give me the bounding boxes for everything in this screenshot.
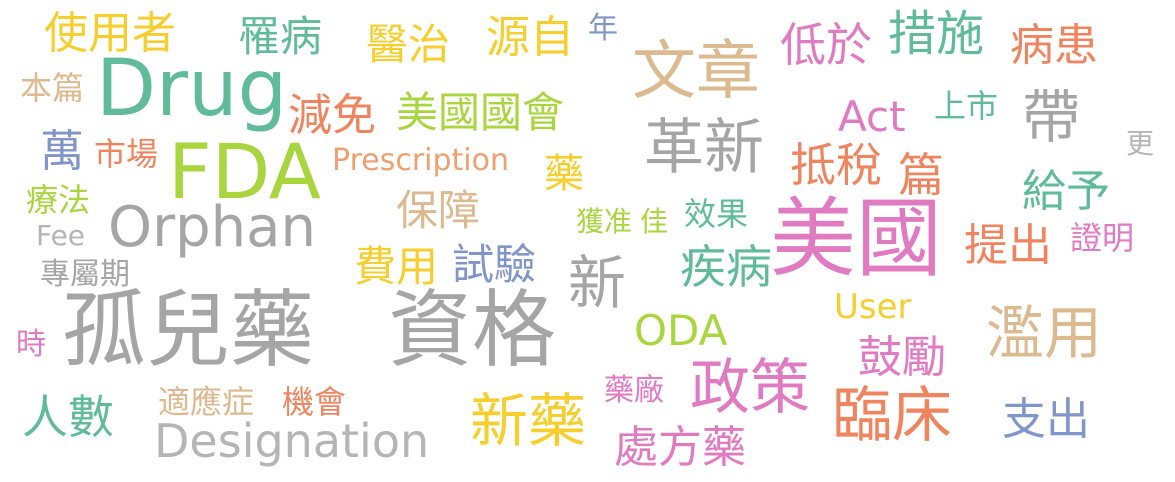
word-oda: ODA bbox=[634, 306, 728, 355]
word-yao-chang: 藥廠 bbox=[604, 373, 664, 408]
word-bao-zhang: 保障 bbox=[396, 186, 481, 235]
word-drug: Drug bbox=[96, 44, 288, 134]
word-wen-zhang: 文章 bbox=[632, 35, 760, 109]
word-lan-yong: 濫用 bbox=[986, 299, 1103, 367]
word-chu-fang-yao: 處方藥 bbox=[614, 422, 746, 473]
word-act: Act bbox=[838, 92, 906, 141]
word-geng: 更 bbox=[1126, 127, 1155, 160]
word-jian-mian: 減免 bbox=[288, 90, 376, 141]
word-wan: 萬 bbox=[40, 126, 84, 177]
word-mei-guo-guo-hui: 美國國會 bbox=[396, 88, 565, 137]
word-lin-chuang: 臨床 bbox=[832, 381, 952, 451]
word-fda: FDA bbox=[168, 127, 321, 216]
word-gu-er-yao: 孤兒藥 bbox=[62, 281, 315, 379]
word-zheng-ming: 證明 bbox=[1070, 219, 1135, 257]
word-zhi-chu: 支出 bbox=[1002, 394, 1090, 445]
word-designation: Designation bbox=[154, 414, 430, 468]
word-pian: 篇 bbox=[898, 148, 944, 202]
word-ren-shu: 人數 bbox=[22, 390, 114, 444]
word-bing-huan: 病患 bbox=[1010, 20, 1098, 71]
word-shi-chang: 市場 bbox=[94, 135, 159, 173]
word-di-yu: 低於 bbox=[780, 18, 872, 72]
word-shi-yan: 試驗 bbox=[452, 240, 537, 289]
word-jia: 佳 bbox=[640, 205, 669, 238]
word-nian: 年 bbox=[588, 11, 618, 46]
word-xin-yao: 新藥 bbox=[470, 387, 587, 455]
word-ben-pian: 本篇 bbox=[20, 69, 85, 107]
word-li-bing: 罹病 bbox=[238, 12, 323, 61]
word-mei-guo: 美國 bbox=[770, 189, 942, 289]
word-prescription: Prescription bbox=[332, 143, 509, 178]
word-ge-xin: 革新 bbox=[644, 113, 764, 183]
word-user: User bbox=[834, 287, 912, 327]
word-zhuan-shu-qi: 專屬期 bbox=[40, 257, 130, 292]
word-ji-bing: 疾病 bbox=[680, 240, 772, 294]
word-fei-yong: 費用 bbox=[354, 242, 439, 291]
word-shi-yong-zhe: 使用者 bbox=[44, 8, 176, 59]
word-shi: 時 bbox=[16, 327, 46, 362]
word-di-shui: 抵稅 bbox=[790, 138, 882, 192]
word-xin: 新 bbox=[568, 249, 627, 317]
word-fee: Fee bbox=[36, 219, 86, 252]
word-gei-yu: 給予 bbox=[1022, 166, 1110, 217]
word-huo-zhun: 獲准 bbox=[576, 205, 633, 238]
word-yi-zhi: 醫治 bbox=[366, 20, 451, 69]
word-cuo-shi: 措施 bbox=[888, 6, 985, 62]
word-dai: 帶 bbox=[1022, 83, 1081, 151]
word-ji-hui: 機會 bbox=[282, 383, 347, 421]
word-zheng-ce: 政策 bbox=[690, 353, 810, 423]
word-xiao-guo: 效果 bbox=[684, 195, 749, 233]
word-gu-li: 鼓勵 bbox=[858, 332, 946, 383]
word-zi-ge: 資格 bbox=[388, 281, 557, 379]
word-orphan: Orphan bbox=[108, 195, 316, 260]
word-shang-shi: 上市 bbox=[934, 87, 999, 125]
word-yao: 藥 bbox=[544, 151, 584, 197]
word-liao-fa: 療法 bbox=[26, 181, 91, 219]
word-ti-chu: 提出 bbox=[964, 220, 1052, 271]
word-yuan-zi: 源自 bbox=[486, 12, 574, 63]
word-shi-ying-zheng: 適應症 bbox=[158, 383, 255, 421]
